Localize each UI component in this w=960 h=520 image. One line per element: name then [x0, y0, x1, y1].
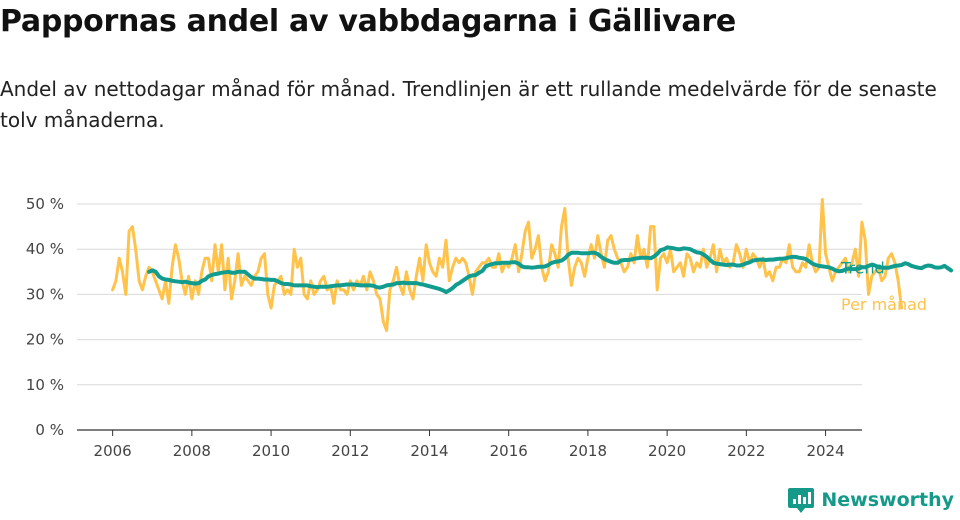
y-tick-label: 10 % [26, 376, 64, 394]
trend-label: Trend [840, 258, 885, 277]
monthly-line [111, 198, 903, 333]
gridlines [77, 203, 862, 431]
newsworthy-brand: Newsworthy [787, 486, 954, 514]
x-tick-label: 2024 [806, 442, 844, 460]
x-tick-label: 2022 [727, 442, 765, 460]
x-tick-label: 2008 [173, 442, 211, 460]
x-tick-label: 2018 [569, 442, 607, 460]
chart-subtitle: Andel av nettodagar månad för månad. Tre… [0, 77, 937, 132]
x-tick-label: 2016 [490, 442, 528, 460]
axes: 0 % 10 % 20 % 30 % 40 % 50 % 2006 2008 2010 2012 2… [26, 195, 862, 460]
x-tick-label: 2010 [252, 442, 290, 460]
y-tick-label: 20 % [26, 331, 64, 349]
y-tick-label: 30 % [26, 285, 64, 303]
brand-name: Newsworthy [821, 489, 954, 511]
monthly-label: Per månad [841, 295, 927, 314]
series-labels: Per månad Trend [840, 258, 927, 314]
y-tick-label: 50 % [26, 195, 64, 213]
trend-line [147, 245, 954, 295]
series-lines [111, 198, 954, 333]
y-tick-label: 0 % [35, 421, 64, 439]
chart-title: Pappornas andel av vabbdagarna i Gälliva… [0, 4, 736, 39]
x-tick-label: 2020 [648, 442, 686, 460]
x-tick-label: 2012 [331, 442, 369, 460]
newsworthy-logo-icon [788, 488, 815, 513]
y-tick-label: 40 % [26, 240, 64, 258]
x-tick-label: 2006 [94, 442, 132, 460]
x-tick-label: 2014 [410, 442, 448, 460]
